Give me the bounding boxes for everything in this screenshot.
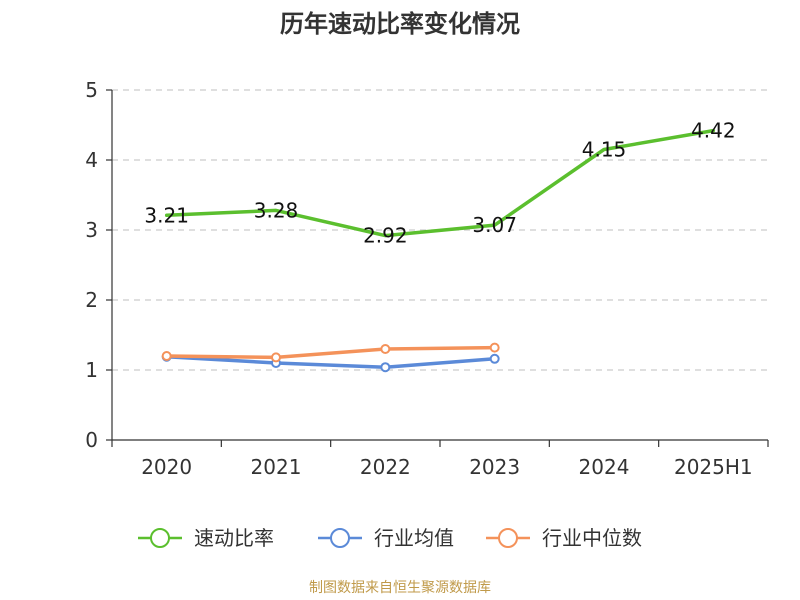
y-tick-label-1: 1 — [85, 358, 98, 382]
series-line-1 — [164, 354, 497, 369]
y-tick-label-5: 5 — [85, 78, 98, 102]
data-label-2021: 3.28 — [254, 198, 299, 222]
x-tick-label-2025H1: 2025H1 — [674, 455, 753, 479]
source-note: 制图数据来自恒生聚源数据库 — [309, 580, 491, 596]
series-line-2 — [164, 345, 497, 360]
chart-title: 历年速动比率变化情况 — [280, 10, 520, 38]
data-label-2020: 3.21 — [144, 203, 189, 227]
legend-label-1: 行业均值 — [374, 526, 454, 550]
legend-item-1[interactable]: 行业均值 — [318, 526, 454, 550]
legend-item-0[interactable]: 速动比率 — [138, 526, 274, 550]
y-tick-label-4: 4 — [85, 148, 98, 172]
series-2-point-2 — [380, 344, 391, 354]
legend[interactable]: 速动比率 行业均值 行业中位数 — [138, 526, 642, 550]
x-tick-label-2021: 2021 — [251, 455, 302, 479]
data-label-2025H1: 4.42 — [691, 119, 736, 143]
y-tick-label-3: 3 — [85, 218, 98, 242]
series-line-0 — [164, 128, 716, 238]
x-tick-label-2023: 2023 — [469, 455, 520, 479]
y-tick-label-0: 0 — [85, 428, 98, 452]
legend-marker-2 — [498, 528, 518, 548]
axes: 0 1 2 3 4 5 2020 2021 2022 2023 2024 2025H1 — [85, 78, 769, 479]
legend-label-2: 行业中位数 — [542, 526, 642, 550]
data-label-2023: 3.07 — [472, 213, 517, 237]
series-1-point-2 — [380, 362, 391, 373]
data-label-2024: 4.15 — [582, 138, 627, 162]
legend-label-0: 速动比率 — [194, 526, 274, 550]
series-lines — [161, 128, 716, 373]
series-2-point-0 — [161, 351, 172, 361]
x-tick-label-2020: 2020 — [141, 455, 192, 479]
series-2-point-3 — [489, 342, 500, 353]
y-tick-label-2: 2 — [85, 288, 98, 312]
data-label-2022: 2.92 — [363, 224, 408, 248]
legend-marker-0 — [150, 528, 170, 548]
legend-marker-1 — [330, 528, 350, 548]
x-tick-label-2024: 2024 — [579, 455, 630, 479]
x-tick-label-2022: 2022 — [360, 455, 411, 479]
series-1-point-3 — [489, 353, 500, 364]
series-2-point-1 — [271, 352, 281, 363]
data-labels: 3.21 3.28 2.92 3.07 4.15 4.42 — [144, 119, 735, 248]
legend-item-2[interactable]: 行业中位数 — [486, 526, 642, 550]
